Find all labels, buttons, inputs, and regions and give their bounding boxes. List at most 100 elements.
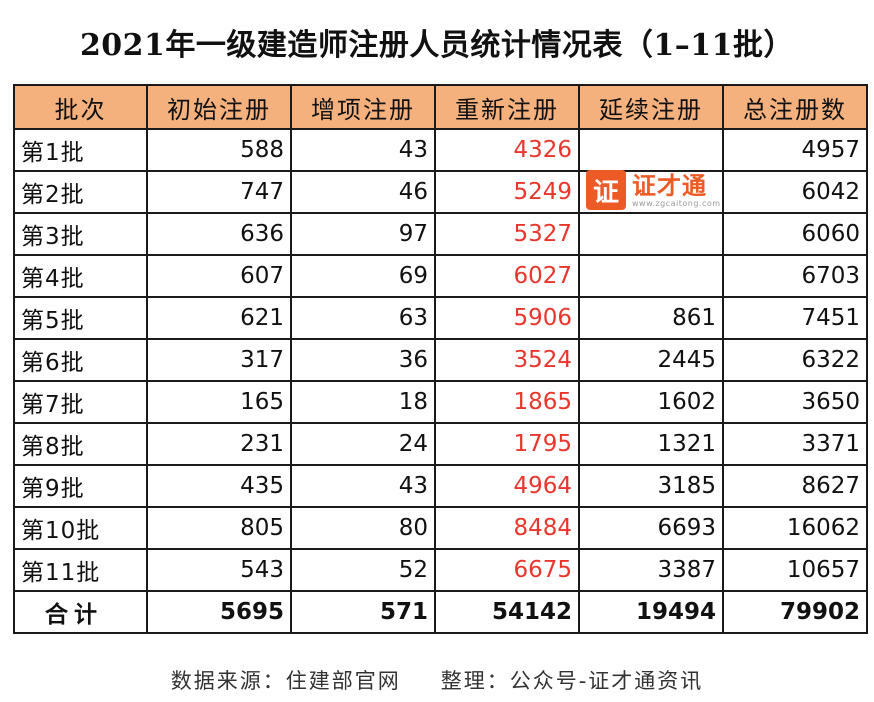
table-row: 第4批 607 69 6027 6703 — [13, 254, 868, 298]
totals-renewed-cell: 54142 — [434, 590, 580, 634]
initial-cell: 317 — [146, 338, 292, 382]
column-header-renewed: 重新注册 — [434, 84, 580, 130]
renewed-cell: 6675 — [434, 548, 580, 592]
renewed-cell: 4326 — [434, 128, 580, 172]
watermark: 证 证才通 www.zgcaitong.com — [586, 164, 736, 216]
batch-cell: 第5批 — [13, 296, 148, 340]
total-cell: 8627 — [722, 464, 868, 508]
extended-cell — [578, 254, 724, 298]
total-cell: 6322 — [722, 338, 868, 382]
extended-cell: 6693 — [578, 506, 724, 550]
initial-cell: 805 — [146, 506, 292, 550]
added-cell: 63 — [290, 296, 436, 340]
added-cell: 46 — [290, 170, 436, 214]
renewed-cell: 5327 — [434, 212, 580, 256]
total-cell: 4957 — [722, 128, 868, 172]
extended-cell: 3387 — [578, 548, 724, 592]
page-title: 2021年一级建造师注册人员统计情况表（1–11批） — [79, 28, 795, 63]
table-row: 第3批 636 97 5327 6060 — [13, 212, 868, 256]
total-cell: 6703 — [722, 254, 868, 298]
total-cell: 7451 — [722, 296, 868, 340]
footer: 数据来源：住建部官网 整理：公众号-证才通资讯 — [0, 658, 874, 702]
totals-initial-cell: 5695 — [146, 590, 292, 634]
footer-compiler: 整理：公众号-证才通资讯 — [440, 669, 704, 693]
added-cell: 18 — [290, 380, 436, 424]
added-cell: 80 — [290, 506, 436, 550]
extended-cell: 2445 — [578, 338, 724, 382]
extended-cell — [578, 212, 724, 256]
initial-cell: 231 — [146, 422, 292, 466]
table-row: 第1批 588 43 4326 4957 — [13, 128, 868, 172]
added-cell: 36 — [290, 338, 436, 382]
extended-cell: 861 — [578, 296, 724, 340]
table-row: 第5批 621 63 5906 861 7451 — [13, 296, 868, 340]
total-cell: 6060 — [722, 212, 868, 256]
renewed-cell: 6027 — [434, 254, 580, 298]
batch-cell: 第3批 — [13, 212, 148, 256]
batch-cell: 第11批 — [13, 548, 148, 592]
watermark-logo-icon: 证 — [586, 170, 626, 210]
initial-cell: 588 — [146, 128, 292, 172]
totals-added-cell: 571 — [290, 590, 436, 634]
watermark-url: www.zgcaitong.com — [632, 198, 721, 208]
added-cell: 43 — [290, 464, 436, 508]
renewed-cell: 4964 — [434, 464, 580, 508]
table-body: 第1批 588 43 4326 4957 第2批 747 46 5249 6042 第3批 636 97… — [13, 128, 868, 634]
registration-table: 批次 初始注册 增项注册 重新注册 延续注册 总注册数 第1批 588 43 4326… — [13, 84, 868, 634]
batch-cell: 第2批 — [13, 170, 148, 214]
renewed-cell: 5249 — [434, 170, 580, 214]
table-row: 第8批 231 24 1795 1321 3371 — [13, 422, 868, 466]
watermark-name: 证才通 — [632, 171, 707, 200]
table-row: 第11批 543 52 6675 3387 10657 — [13, 548, 868, 592]
initial-cell: 165 — [146, 380, 292, 424]
totals-extended-cell: 19494 — [578, 590, 724, 634]
extended-cell — [578, 128, 724, 172]
column-header-batch: 批次 — [13, 84, 148, 130]
column-header-total: 总注册数 — [722, 84, 868, 130]
initial-cell: 747 — [146, 170, 292, 214]
totals-label: 合计 — [13, 590, 148, 634]
batch-cell: 第6批 — [13, 338, 148, 382]
table-header-row: 批次 初始注册 增项注册 重新注册 延续注册 总注册数 — [13, 84, 868, 130]
total-cell: 3650 — [722, 380, 868, 424]
column-header-initial: 初始注册 — [146, 84, 292, 130]
column-header-extended: 延续注册 — [578, 84, 724, 130]
added-cell: 97 — [290, 212, 436, 256]
batch-cell: 第4批 — [13, 254, 148, 298]
table-row: 第2批 747 46 5249 6042 — [13, 170, 868, 214]
renewed-cell: 5906 — [434, 296, 580, 340]
totals-row: 合计 5695 571 54142 19494 79902 — [13, 590, 868, 634]
total-cell: 16062 — [722, 506, 868, 550]
table-row: 第6批 317 36 3524 2445 6322 — [13, 338, 868, 382]
batch-cell: 第10批 — [13, 506, 148, 550]
extended-cell: 3185 — [578, 464, 724, 508]
renewed-cell: 1795 — [434, 422, 580, 466]
added-cell: 52 — [290, 548, 436, 592]
initial-cell: 435 — [146, 464, 292, 508]
total-cell: 10657 — [722, 548, 868, 592]
column-header-added: 增项注册 — [290, 84, 436, 130]
renewed-cell: 1865 — [434, 380, 580, 424]
footer-source: 数据来源：住建部官网 — [170, 669, 401, 693]
initial-cell: 543 — [146, 548, 292, 592]
total-cell: 6042 — [722, 170, 868, 214]
added-cell: 43 — [290, 128, 436, 172]
extended-cell: 1321 — [578, 422, 724, 466]
renewed-cell: 3524 — [434, 338, 580, 382]
table-row: 第10批 805 80 8484 6693 16062 — [13, 506, 868, 550]
table-row: 第7批 165 18 1865 1602 3650 — [13, 380, 868, 424]
total-cell: 3371 — [722, 422, 868, 466]
batch-cell: 第9批 — [13, 464, 148, 508]
extended-cell: 1602 — [578, 380, 724, 424]
table-row: 第9批 435 43 4964 3185 8627 — [13, 464, 868, 508]
initial-cell: 607 — [146, 254, 292, 298]
initial-cell: 636 — [146, 212, 292, 256]
batch-cell: 第1批 — [13, 128, 148, 172]
initial-cell: 621 — [146, 296, 292, 340]
renewed-cell: 8484 — [434, 506, 580, 550]
batch-cell: 第8批 — [13, 422, 148, 466]
added-cell: 24 — [290, 422, 436, 466]
batch-cell: 第7批 — [13, 380, 148, 424]
totals-total-cell: 79902 — [722, 590, 868, 634]
added-cell: 69 — [290, 254, 436, 298]
